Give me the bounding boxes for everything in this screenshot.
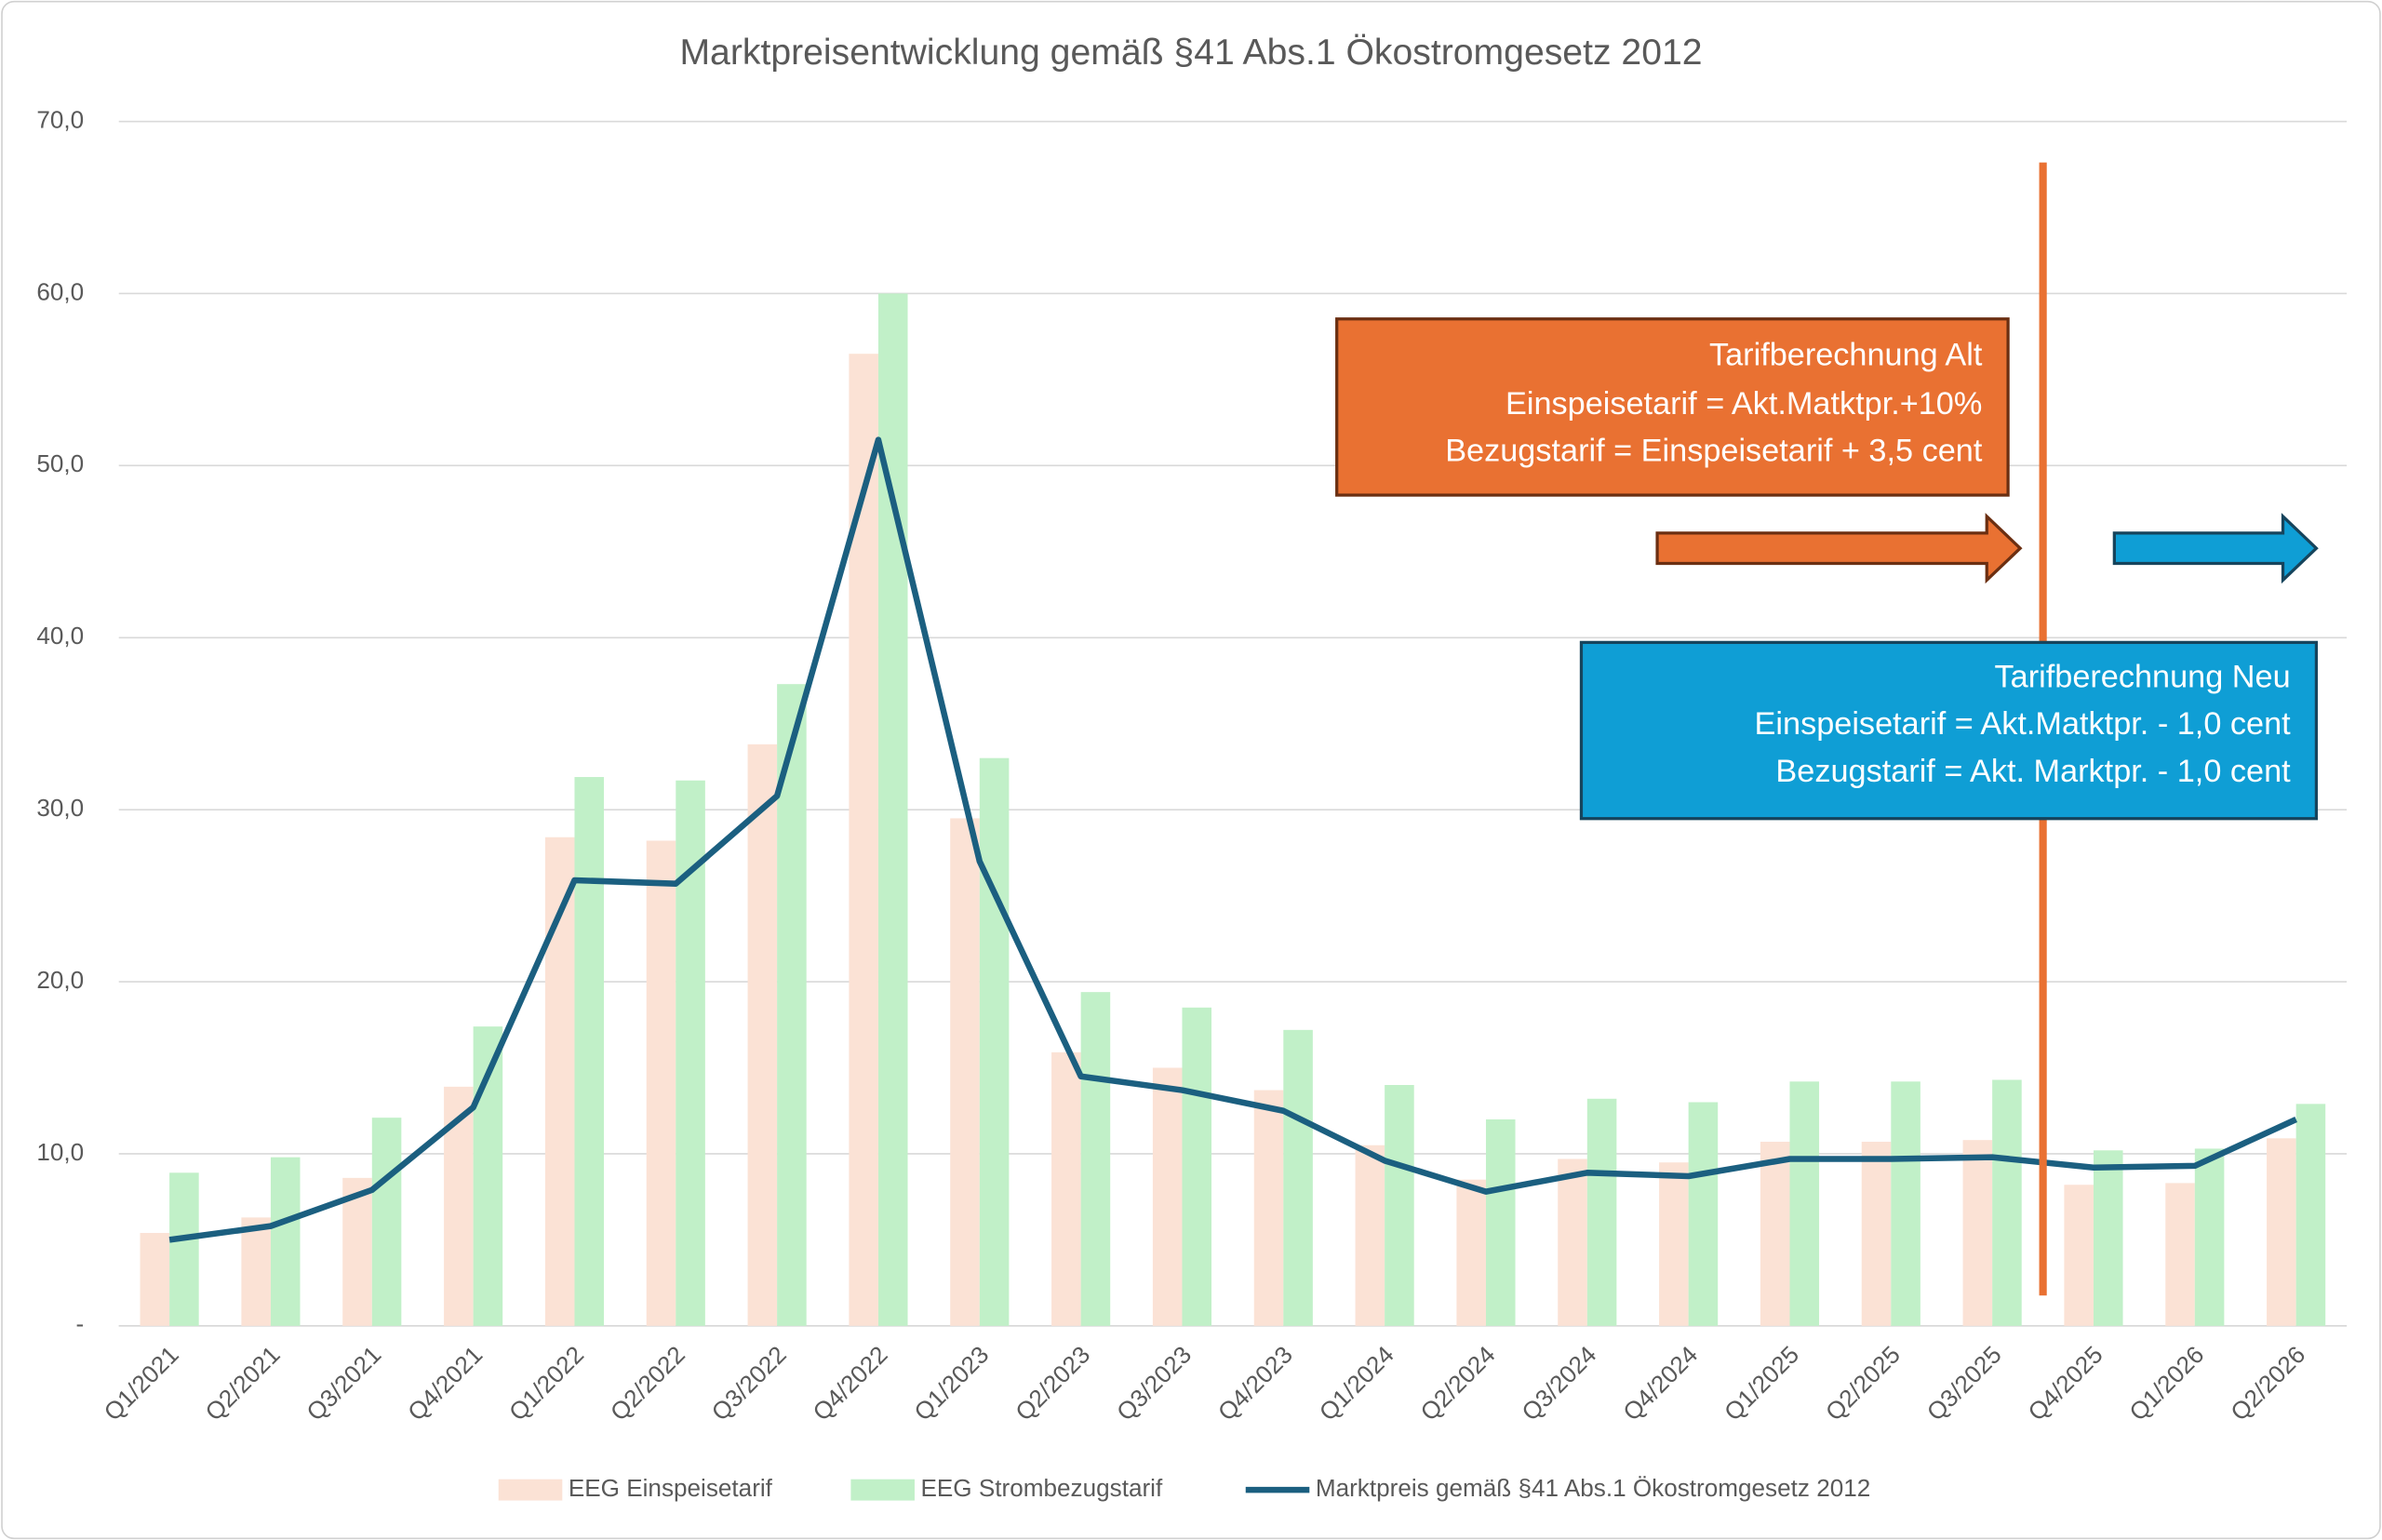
annotation-box <box>1579 640 2319 821</box>
bar <box>1760 1142 1790 1326</box>
bar <box>270 1157 301 1326</box>
bar <box>1385 1085 1414 1326</box>
bar <box>1080 992 1111 1326</box>
bar <box>1789 1081 1820 1326</box>
bar <box>2194 1148 2225 1326</box>
bar <box>342 1177 372 1326</box>
legend-label: Marktpreis gemäß §41 Abs.1 Ökostromgeset… <box>1316 1474 1870 1502</box>
bar <box>950 818 980 1326</box>
bar <box>1253 1090 1284 1326</box>
bar <box>2064 1185 2094 1326</box>
legend-swatch <box>850 1479 915 1501</box>
arrow <box>1655 513 2023 584</box>
bar <box>1456 1179 1486 1326</box>
bar <box>646 840 676 1326</box>
annotation-text: Tarifberechnung Neu <box>1995 660 2291 695</box>
bar <box>1586 1098 1617 1326</box>
bar <box>747 743 778 1326</box>
bar <box>241 1217 271 1326</box>
annotation-text: Tarifberechnung Alt <box>1709 338 1983 373</box>
annotation-text: Einspeisetarif = Akt.Matktpr. - 1,0 cent <box>1755 706 2292 742</box>
line <box>168 436 2298 1243</box>
bar <box>140 1233 170 1326</box>
bar <box>1659 1162 1689 1326</box>
bar <box>574 777 605 1326</box>
legend-label: EEG Einspeisetarif <box>569 1474 773 1502</box>
bar <box>2165 1183 2195 1326</box>
bar <box>1558 1158 1587 1326</box>
chart-title: Marktpreisentwicklung gemäß §41 Abs.1 Ök… <box>679 33 1702 73</box>
bar <box>1861 1142 1892 1326</box>
bar <box>2093 1150 2123 1326</box>
bar <box>1152 1067 1183 1326</box>
legend-swatch <box>498 1479 563 1501</box>
bar <box>169 1172 199 1326</box>
y-tick-label: 50,0 <box>36 449 84 477</box>
bar <box>1182 1007 1212 1326</box>
legend-label: EEG Strombezugstarif <box>920 1474 1162 1502</box>
annotation-text: Bezugstarif = Akt. Marktpr. - 1,0 cent <box>1775 754 2291 789</box>
y-tick-label: 30,0 <box>36 794 84 822</box>
annotation-text: Einspeisetarif = Akt.Matktpr.+10% <box>1505 386 1982 422</box>
bar <box>777 684 807 1326</box>
bar <box>1992 1079 2022 1326</box>
y-tick-label: 40,0 <box>36 622 84 649</box>
y-tick-label: 70,0 <box>36 105 84 133</box>
bar <box>2267 1138 2296 1326</box>
bar <box>2295 1104 2326 1326</box>
bar <box>1688 1102 1719 1326</box>
bar <box>371 1118 402 1326</box>
y-tick-label: 60,0 <box>36 277 84 305</box>
bar <box>1962 1140 1993 1326</box>
bar <box>1283 1029 1313 1326</box>
y-tick-label: 20,0 <box>36 966 84 994</box>
annotation-text: Bezugstarif = Einspeisetarif + 3,5 cent <box>1445 433 1983 468</box>
bar <box>1891 1081 1920 1326</box>
arrow <box>2112 513 2319 584</box>
bar <box>1051 1051 1081 1326</box>
y-tick-label: 10,0 <box>36 1138 84 1166</box>
y-tick-label: - <box>75 1310 84 1338</box>
bar <box>979 757 1010 1326</box>
bar <box>1355 1145 1385 1326</box>
bar <box>1485 1118 1516 1326</box>
annotation-box <box>1335 317 2010 497</box>
